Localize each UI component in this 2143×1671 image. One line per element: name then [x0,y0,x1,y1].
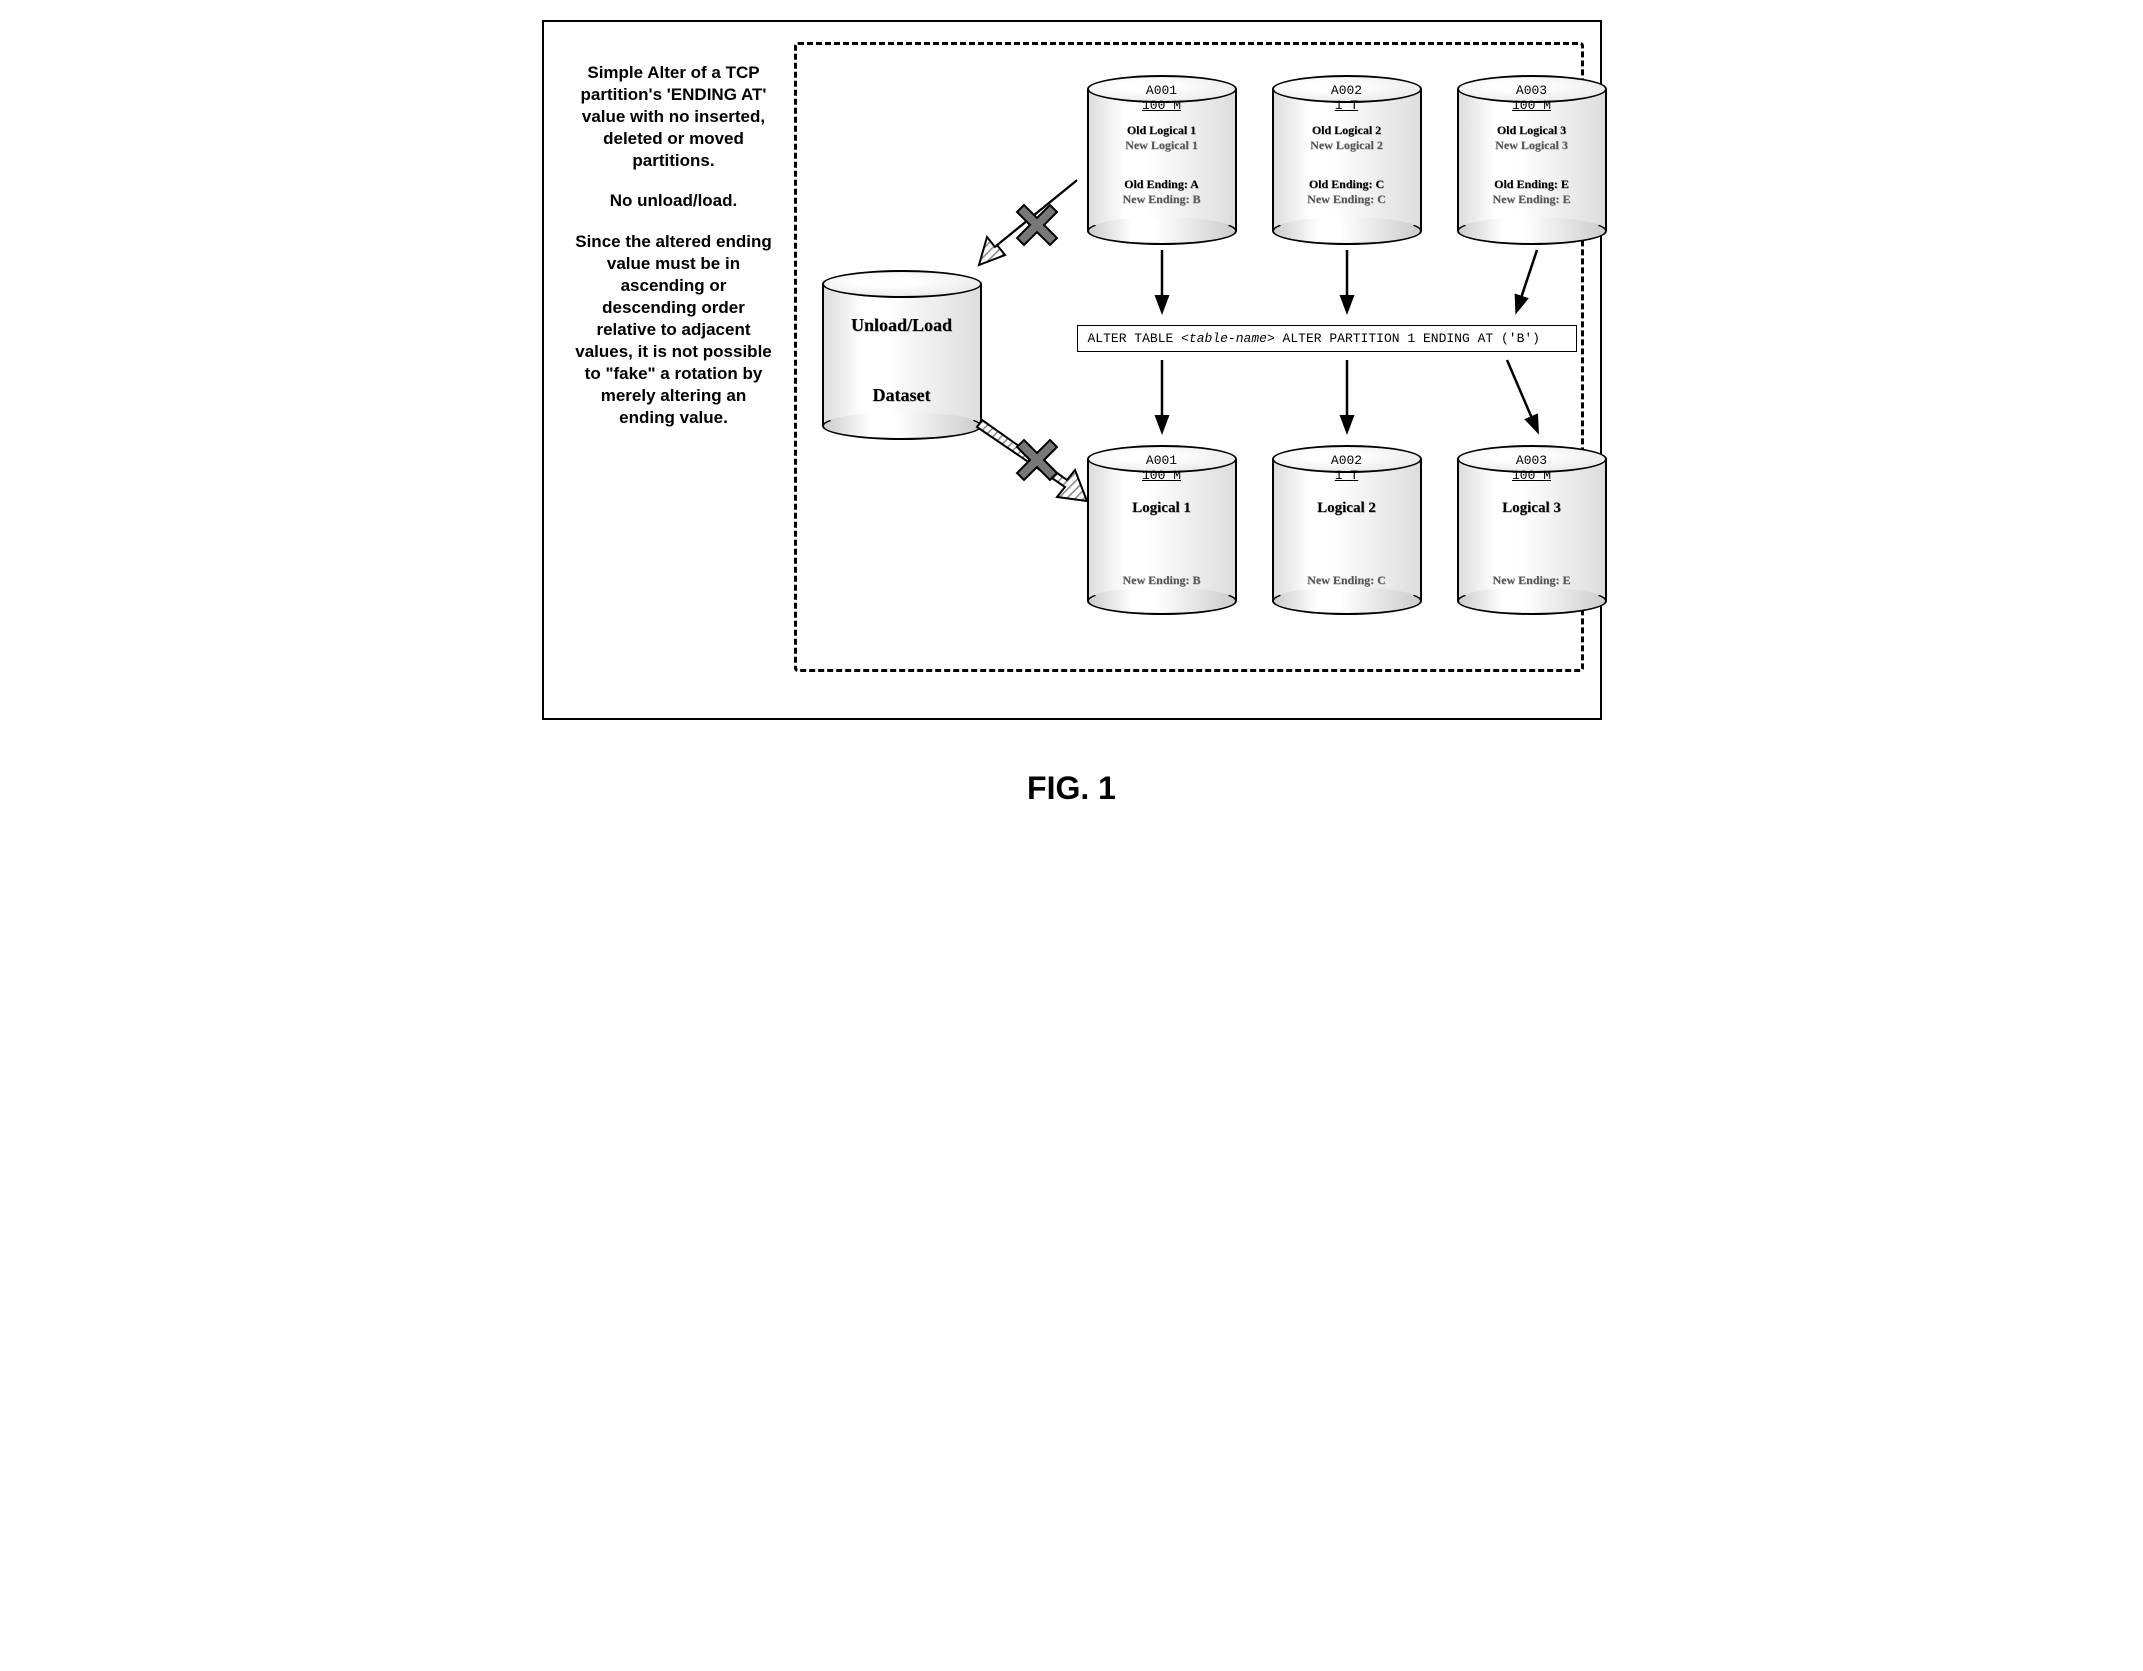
outer-frame: Simple Alter of a TCP partition's 'ENDIN… [542,20,1602,720]
cyl-size: 1 T [1272,98,1422,113]
x-mark-bottom [1012,435,1062,485]
logical-label: Logical 2 [1272,500,1422,517]
new-ending: New Ending: C [1272,573,1422,588]
arrow-alter-to-bot2 [1332,355,1362,445]
cyl-bottom [1272,217,1422,245]
new-logical: New Logical 2 [1272,138,1422,153]
cyl-id: A002 [1272,453,1422,468]
cyl-size: 100 M [1457,98,1607,113]
figure-label: FIG. 1 [1027,770,1116,807]
arrow-top1-to-alter [1147,245,1177,325]
top-cylinder-a002: A002 1 T Old Logical 2 New Logical 2 Old… [1272,75,1422,245]
cyl-size: 100 M [1457,468,1607,483]
cyl-size: 1 T [1272,468,1422,483]
alter-sql-box: ALTER TABLE <table-name> ALTER PARTITION… [1077,325,1577,352]
cyl-id: A001 [1087,83,1237,98]
left-para-3: Since the altered ending value must be i… [574,231,774,430]
arrow-alter-to-bot3 [1497,355,1547,445]
sql-post: > ALTER PARTITION 1 ENDING AT ('B') [1267,331,1540,346]
new-ending: New Ending: E [1457,192,1607,207]
top-cylinder-a003: A003 100 M Old Logical 3 New Logical 3 O… [1457,75,1607,245]
sql-table-name: table-name [1189,331,1267,346]
old-ending: Old Ending: C [1272,177,1422,192]
old-ending: Old Ending: A [1087,177,1237,192]
left-description: Simple Alter of a TCP partition's 'ENDIN… [574,62,774,447]
unload-label-1: Unload/Load [822,315,982,336]
dashed-region: Unload/Load Dataset A001 100 M Old Logic… [794,42,1584,672]
cyl-id: A003 [1457,453,1607,468]
new-logical: New Logical 3 [1457,138,1607,153]
sql-pre: ALTER TABLE < [1088,331,1189,346]
left-para-2: No unload/load. [574,190,774,212]
old-ending: Old Ending: E [1457,177,1607,192]
arrow-top2-to-alter [1332,245,1362,325]
old-logical: Old Logical 2 [1272,123,1422,138]
cyl-id: A002 [1272,83,1422,98]
new-logical: New Logical 1 [1087,138,1237,153]
new-ending: New Ending: B [1087,192,1237,207]
cyl-bottom [1087,217,1237,245]
arrow-top3-to-alter [1507,245,1547,325]
top-cylinder-a001: A001 100 M Old Logical 1 New Logical 1 O… [1087,75,1237,245]
old-logical: Old Logical 1 [1087,123,1237,138]
cyl-bottom [1457,217,1607,245]
cyl-size: 100 M [1087,98,1237,113]
unload-label-2: Dataset [822,385,982,406]
new-ending: New Ending: E [1457,573,1607,588]
new-ending: New Ending: B [1087,573,1237,588]
bottom-cylinder-a003: A003 100 M Logical 3 New Ending: E [1457,445,1607,615]
cyl-bottom [1457,587,1607,615]
cyl-id: A003 [1457,83,1607,98]
cyl-bottom [1087,587,1237,615]
bottom-cylinder-a002: A002 1 T Logical 2 New Ending: C [1272,445,1422,615]
cyl-bottom [1272,587,1422,615]
x-mark-top [1012,200,1062,250]
left-para-1: Simple Alter of a TCP partition's 'ENDIN… [574,62,774,172]
new-ending: New Ending: C [1272,192,1422,207]
old-logical: Old Logical 3 [1457,123,1607,138]
logical-label: Logical 3 [1457,500,1607,517]
arrow-alter-to-bot1 [1147,355,1177,445]
